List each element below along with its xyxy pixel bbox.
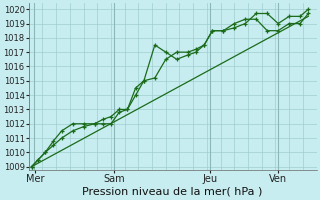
X-axis label: Pression niveau de la mer( hPa ): Pression niveau de la mer( hPa ) xyxy=(83,187,263,197)
